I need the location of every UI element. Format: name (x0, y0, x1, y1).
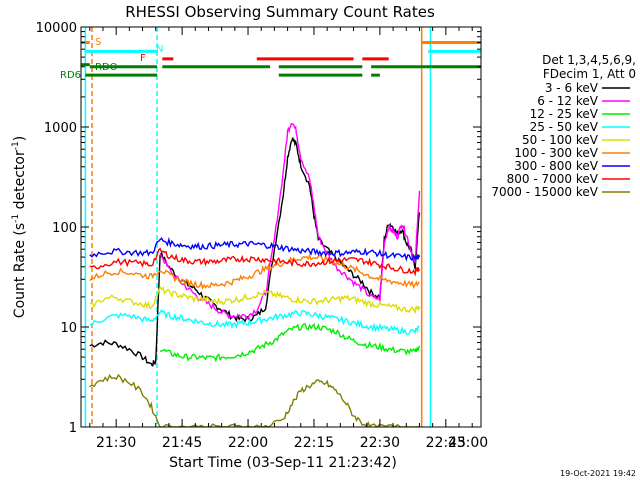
x-tick-label: 22:45 (426, 435, 466, 451)
x-tick-label: 22:15 (294, 435, 334, 451)
series-line-8 (89, 373, 420, 427)
footer-timestamp: 19-Oct-2021 19:42 (560, 469, 636, 478)
legend-entry-label: 100 - 300 keV (514, 146, 598, 160)
flag-labels: S NF RDO RD6 (60, 37, 163, 81)
y-tick-label: 10000 (36, 21, 77, 36)
y-tick-label: 1000 (44, 121, 77, 136)
y-axis-label: Count Rate (s-1 detector-1) (11, 136, 28, 318)
y-axis-label-part1: Count Rate (s (12, 223, 28, 318)
legend-entry-label: 7000 - 15000 keV (491, 185, 598, 199)
legend-entry-label: 3 - 6 keV (545, 81, 599, 95)
y-axis-label-sup2: -1 (11, 141, 21, 150)
y-axis-label-part2: detector (12, 150, 28, 214)
flag-label: N (156, 44, 163, 55)
series-line-7 (89, 247, 421, 277)
legend-entry-label: 300 - 800 keV (514, 159, 598, 173)
legend-header-2: FDecim 1, Att 0 (543, 67, 636, 81)
series-line-2 (159, 323, 421, 363)
flag-label: RD6 (60, 70, 81, 81)
series-line-4 (89, 285, 421, 315)
flag-label: RDO (95, 62, 118, 73)
x-tick-label: 21:45 (162, 435, 202, 451)
y-axis-label-part3: ) (12, 136, 28, 141)
x-tick-label: 22:30 (360, 435, 400, 451)
y-axis-label-sup1: -1 (11, 214, 21, 223)
flag-label: S (95, 37, 101, 48)
legend-entry-label: 12 - 25 keV (530, 107, 599, 121)
legend-entry-label: 6 - 12 keV (537, 94, 599, 108)
legend-entry-label: 800 - 7000 keV (507, 172, 599, 186)
y-tick-label: 100 (52, 221, 77, 236)
x-tick-label: 22:00 (228, 435, 268, 451)
y-axis-ticks: 1 10 100 1000 10000 (36, 21, 481, 436)
x-tick-label: 23:00 (448, 435, 488, 451)
y-tick-label: 1 (69, 421, 77, 436)
series-line-3 (89, 309, 420, 336)
x-tick-label: 21:30 (96, 435, 136, 451)
x-axis-label: Start Time (03-Sep-11 21:23:42) (169, 455, 397, 471)
y-tick-label: 10 (60, 321, 77, 336)
series-layer (89, 122, 421, 427)
legend-header-1: Det 1,3,4,5,6,9, (542, 53, 636, 67)
legend-entry-label: 25 - 50 keV (530, 120, 599, 134)
series-line-6 (89, 236, 421, 262)
flag-bars (81, 40, 481, 77)
flag-label: F (140, 53, 146, 64)
series-line-5 (89, 253, 420, 291)
chart-title: RHESSI Observing Summary Count Rates (125, 3, 435, 21)
legend: Det 1,3,4,5,6,9, FDecim 1, Att 0 3 - 6 k… (491, 53, 636, 199)
legend-entry-label: 50 - 100 keV (522, 133, 599, 147)
series-line-1 (159, 122, 421, 320)
